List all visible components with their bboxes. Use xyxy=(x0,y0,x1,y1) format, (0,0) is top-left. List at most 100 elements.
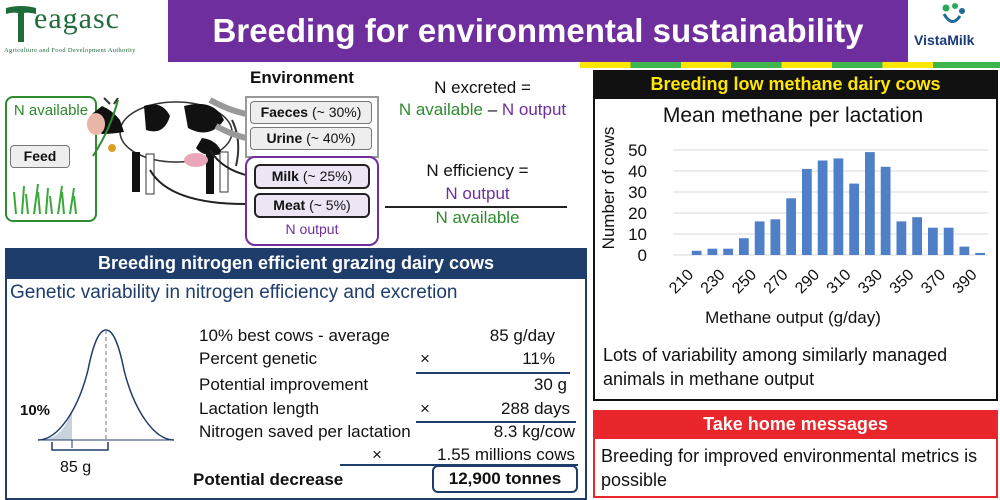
meat-tag: Meat (~ 5%) xyxy=(254,193,370,218)
row-label-3: Potential improvement xyxy=(199,375,369,394)
row-value-3: 30 g xyxy=(533,375,567,394)
fraction-bar xyxy=(385,206,567,208)
bar-320 xyxy=(849,183,860,255)
curve-bracket xyxy=(51,442,109,451)
n-efficiency-numerator: N output xyxy=(445,184,510,203)
n-excreted-formula: N available – N output xyxy=(385,100,580,120)
bar-360 xyxy=(912,217,923,255)
n-efficiency-denominator: N available xyxy=(435,208,520,227)
faeces-pct: (~ 30%) xyxy=(311,104,362,120)
bar-310 xyxy=(833,158,844,255)
n-efficiency-title: N efficiency = xyxy=(426,161,529,180)
n-excreted-available: N available xyxy=(398,100,483,119)
x-tick-label: 310 xyxy=(824,266,855,297)
y-tick-label: 20 xyxy=(628,204,647,223)
row-op-2: × xyxy=(420,349,430,368)
feed-n-available: N available xyxy=(13,102,89,119)
total-label: Potential decrease xyxy=(193,470,344,489)
curve-label-g: 85 g xyxy=(60,459,92,476)
vistamilk-logo: VistaMilk xyxy=(908,0,1000,62)
bar-380 xyxy=(943,227,954,255)
header-stripe xyxy=(580,62,1000,68)
urine-pct: (~ 40%) xyxy=(306,130,356,146)
environment-title: Environment xyxy=(250,68,354,87)
y-tick-label: 40 xyxy=(628,162,647,181)
x-tick-label: 210 xyxy=(666,266,697,297)
takehome-text: Breeding for improved environmental metr… xyxy=(601,446,978,490)
cow-icon xyxy=(87,97,240,195)
row-value-1: 85 g/day xyxy=(489,326,555,345)
rule-2 xyxy=(416,421,576,423)
bar-260 xyxy=(754,221,765,255)
row-label-1: 10% best cows - average xyxy=(199,326,390,345)
y-tick-label: 0 xyxy=(638,246,647,265)
chart-title: Mean methane per lactation xyxy=(662,104,924,127)
teagasc-logo: eagasc Agriculture and Food Development … xyxy=(0,0,168,62)
takehome-title: Take home messages xyxy=(593,410,998,439)
bar-390 xyxy=(959,246,970,255)
y-tick-label: 10 xyxy=(628,225,647,244)
title-bar xyxy=(168,0,908,62)
x-tick-label: 370 xyxy=(918,266,949,297)
row-label-5: Nitrogen saved per lactation xyxy=(199,422,411,441)
total-value: 12,900 tonnes xyxy=(432,465,578,493)
row-value-5: 8.3 kg/cow xyxy=(493,422,575,441)
n-excreted-output: N output xyxy=(501,100,567,119)
urine-label: Urine xyxy=(266,130,303,146)
logo-subtitle: Agriculture and Food Development Authori… xyxy=(4,47,136,54)
grass-icon xyxy=(13,183,77,214)
x-tick-label: 250 xyxy=(729,266,760,297)
vistamilk-icon xyxy=(942,3,965,23)
methane-histogram: 0 10 20 30 40 50 210 230 250 270 290 310 330 350 370 39… xyxy=(628,141,988,297)
bar-230 xyxy=(707,248,718,255)
bar-370 xyxy=(927,227,938,255)
nitrogen-panel-subtitle: Genetic variability in nitrogen efficien… xyxy=(10,282,458,303)
bar-340 xyxy=(880,166,891,255)
rule-3 xyxy=(340,464,578,466)
feed-label: Feed xyxy=(10,145,70,168)
logo-wordmark: eagasc xyxy=(34,2,120,35)
bar-280 xyxy=(786,198,797,255)
header-spacer xyxy=(0,62,580,68)
n-excreted-dash: – xyxy=(487,100,498,119)
row-value-2: 11% xyxy=(522,349,555,368)
bar-350 xyxy=(896,221,907,255)
x-tick-label: 350 xyxy=(887,266,918,297)
row-op-4: × xyxy=(420,399,430,418)
row-value-6: 1.55 millions cows xyxy=(437,445,575,464)
meat-pct: (~ 5%) xyxy=(309,197,351,213)
bar-330 xyxy=(864,152,875,255)
milk-label: Milk xyxy=(271,168,299,184)
x-tick-label: 390 xyxy=(950,266,981,297)
urine-tag: Urine (~ 40%) xyxy=(250,127,372,150)
row-value-4: 288 days xyxy=(501,399,570,418)
teagasc-t-icon xyxy=(6,6,36,42)
curve-label-pct: 10% xyxy=(20,402,51,419)
bar-220 xyxy=(691,250,702,255)
faeces-tag: Faeces (~ 30%) xyxy=(250,101,372,124)
methane-panel-title: Breeding low methane dairy cows xyxy=(593,70,998,99)
n-output-label: N output xyxy=(285,221,339,237)
bar-400 xyxy=(975,252,986,255)
n-excreted-title: N excreted = xyxy=(434,78,531,97)
vistamilk-wordmark: VistaMilk xyxy=(914,32,975,48)
rule-1 xyxy=(416,372,570,374)
bar-240 xyxy=(723,248,734,255)
normal-curve xyxy=(38,329,175,448)
nitrogen-panel xyxy=(5,248,587,500)
bar-290 xyxy=(801,168,812,255)
chart-xlabel: Methane output (g/day) xyxy=(705,308,881,327)
milk-pct: (~ 25%) xyxy=(302,168,353,184)
x-tick-label: 290 xyxy=(792,266,823,297)
row-label-2: Percent genetic xyxy=(199,349,318,368)
milk-tag: Milk (~ 25%) xyxy=(254,164,370,189)
bar-300 xyxy=(817,160,828,255)
bar-270 xyxy=(770,219,781,255)
row-label-4: Lactation length xyxy=(199,399,320,418)
y-tick-label: 50 xyxy=(628,141,647,160)
faeces-label: Faeces xyxy=(260,104,309,120)
x-tick-label: 270 xyxy=(761,266,792,297)
nitrogen-panel-title: Breeding nitrogen efficient grazing dair… xyxy=(5,248,587,279)
methane-note: Lots of variability among similarly mana… xyxy=(603,345,948,389)
x-tick-label: 330 xyxy=(855,266,886,297)
